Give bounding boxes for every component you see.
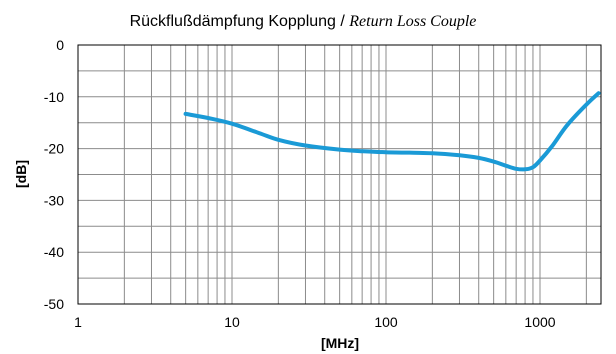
y-tick-label: -40 [44, 244, 64, 260]
y-tick-label: -50 [44, 296, 64, 312]
x-tick-label: 1000 [524, 314, 555, 330]
y-axis-ticks: 0 -10 -20 -30 -40 -50 [44, 37, 64, 312]
x-tick-label: 10 [224, 314, 240, 330]
y-tick-label: -30 [44, 192, 64, 208]
y-tick-label: -20 [44, 141, 64, 157]
chart-title-italic: Return Loss Couple [348, 13, 476, 30]
x-tick-label: 1 [74, 314, 82, 330]
series-line [183, 91, 601, 172]
x-axis-ticks: 1 10 100 1000 [74, 314, 556, 330]
plot-border [77, 44, 602, 305]
chart-title-main: Rückflußdämpfung Kopplung / [130, 13, 350, 30]
grid [78, 45, 601, 304]
y-axis-label: [dB] [13, 160, 29, 188]
chart-title: Rückflußdämpfung Kopplung / Return Loss … [130, 13, 477, 30]
y-tick-label: 0 [56, 37, 64, 53]
x-axis-label: [MHz] [321, 335, 359, 351]
x-tick-label: 100 [374, 314, 398, 330]
y-tick-label: -10 [44, 89, 64, 105]
